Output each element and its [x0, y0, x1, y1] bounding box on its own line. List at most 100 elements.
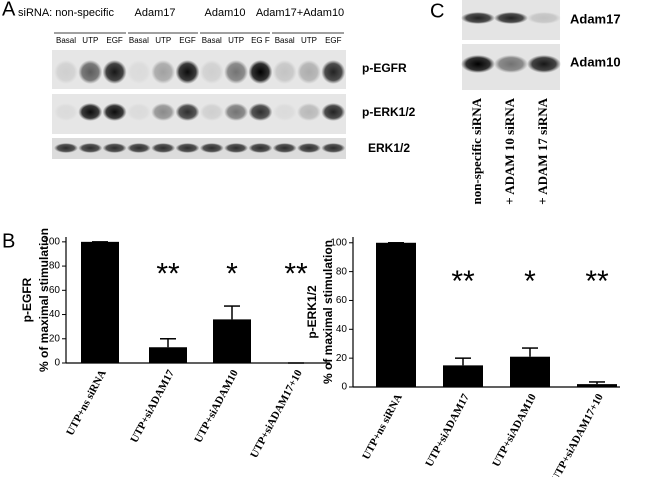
band — [78, 143, 103, 153]
x-tick-label: UTP+siADAM17 — [423, 392, 472, 469]
significance: ** — [451, 265, 475, 298]
x-tick-label: UTP+siADAM10 — [192, 368, 241, 445]
band — [126, 103, 151, 121]
blot-label: p-ERK1/2 — [362, 105, 416, 119]
y-tick-label: 40 — [336, 324, 348, 335]
band — [461, 12, 495, 24]
lane-label: non-specific siRNA — [469, 97, 484, 204]
group-label: siRNA: non-specific — [18, 7, 114, 19]
band — [54, 60, 78, 84]
band — [224, 143, 249, 153]
group-label: Adam17+Adam10 — [256, 7, 344, 19]
x-tick-label: UTP+ns siRNA — [360, 392, 405, 462]
bar — [213, 319, 251, 363]
x-tick-label: UTP+siADAM17 — [128, 368, 177, 445]
band — [224, 60, 249, 84]
band — [321, 143, 346, 153]
bar — [577, 384, 617, 387]
lane-label: EGF — [179, 36, 196, 45]
blot-label: Adam10 — [570, 54, 621, 69]
lane-label: EGF — [325, 36, 342, 45]
band — [248, 143, 273, 153]
y-tick-label: 0 — [54, 358, 60, 369]
group-label: Adam10 — [205, 7, 246, 19]
band — [102, 143, 127, 153]
band — [494, 12, 528, 24]
bar — [510, 356, 550, 387]
band — [297, 143, 321, 153]
lane-label: Basal — [129, 36, 149, 45]
band — [199, 60, 224, 84]
y-tick-label: 100 — [330, 237, 347, 248]
y-tick-label: 40 — [49, 309, 61, 320]
lane-label: EG F — [251, 36, 270, 45]
x-tick-label: UTP+siADAM10 — [490, 392, 539, 469]
blot-label: ERK1/2 — [368, 141, 410, 155]
panel-label: B — [2, 230, 15, 252]
group-label: Adam17 — [135, 7, 176, 19]
y-axis-label: p-EGFR — [20, 277, 34, 322]
band — [102, 60, 127, 84]
significance: * — [524, 265, 536, 298]
lane-label: UTP — [82, 36, 98, 45]
lane-label: Basal — [56, 36, 76, 45]
lane-label: UTP — [301, 36, 317, 45]
band — [297, 60, 321, 84]
band — [527, 12, 561, 24]
band — [224, 103, 249, 121]
band — [272, 103, 297, 121]
band — [321, 60, 346, 84]
band — [527, 55, 561, 73]
band — [494, 55, 528, 73]
band — [175, 103, 200, 121]
lane-label: UTP — [228, 36, 244, 45]
band — [175, 143, 200, 153]
panel-label: A — [2, 0, 16, 20]
band — [126, 60, 151, 84]
lane-label: + ADAM 17 siRNA — [535, 97, 550, 204]
y-axis-label: p-ERK1/2 — [305, 285, 319, 339]
band — [272, 143, 297, 153]
lane-label: Basal — [202, 36, 222, 45]
band — [54, 143, 78, 153]
lane-label: + ADAM 10 siRNA — [502, 97, 517, 204]
y-tick-label: 80 — [49, 261, 61, 272]
lane-label: Basal — [275, 36, 295, 45]
lane-label: UTP — [155, 36, 171, 45]
y-tick-label: 100 — [43, 236, 60, 247]
band — [78, 103, 103, 121]
band — [151, 103, 176, 121]
band — [248, 103, 273, 121]
band — [78, 60, 103, 84]
bar — [149, 347, 187, 363]
band — [54, 103, 78, 121]
y-axis-label: % of maximal stimulation — [37, 228, 51, 372]
y-tick-label: 60 — [336, 295, 348, 306]
x-tick-label: UTP+siADAM17+10 — [549, 392, 606, 477]
bar — [443, 365, 483, 387]
band — [151, 60, 176, 84]
band — [321, 103, 346, 121]
y-tick-label: 0 — [341, 382, 347, 393]
significance: ** — [156, 258, 180, 291]
y-tick-label: 60 — [49, 285, 61, 296]
y-tick-label: 20 — [336, 353, 348, 364]
band — [461, 55, 495, 73]
blot-label: Adam17 — [570, 11, 621, 26]
band — [151, 143, 176, 153]
y-tick-label: 20 — [49, 333, 61, 344]
y-tick-label: 80 — [336, 266, 348, 277]
band — [175, 60, 200, 84]
band — [126, 143, 151, 153]
bar — [81, 241, 119, 363]
band — [102, 103, 127, 121]
significance: ** — [284, 258, 308, 291]
significance: ** — [585, 265, 609, 298]
y-axis-label: % of maximal stimulation — [321, 240, 335, 384]
x-tick-label: UTP+ns siRNA — [64, 368, 109, 438]
band — [297, 103, 321, 121]
band — [199, 143, 224, 153]
band — [248, 60, 273, 84]
band — [199, 103, 224, 121]
